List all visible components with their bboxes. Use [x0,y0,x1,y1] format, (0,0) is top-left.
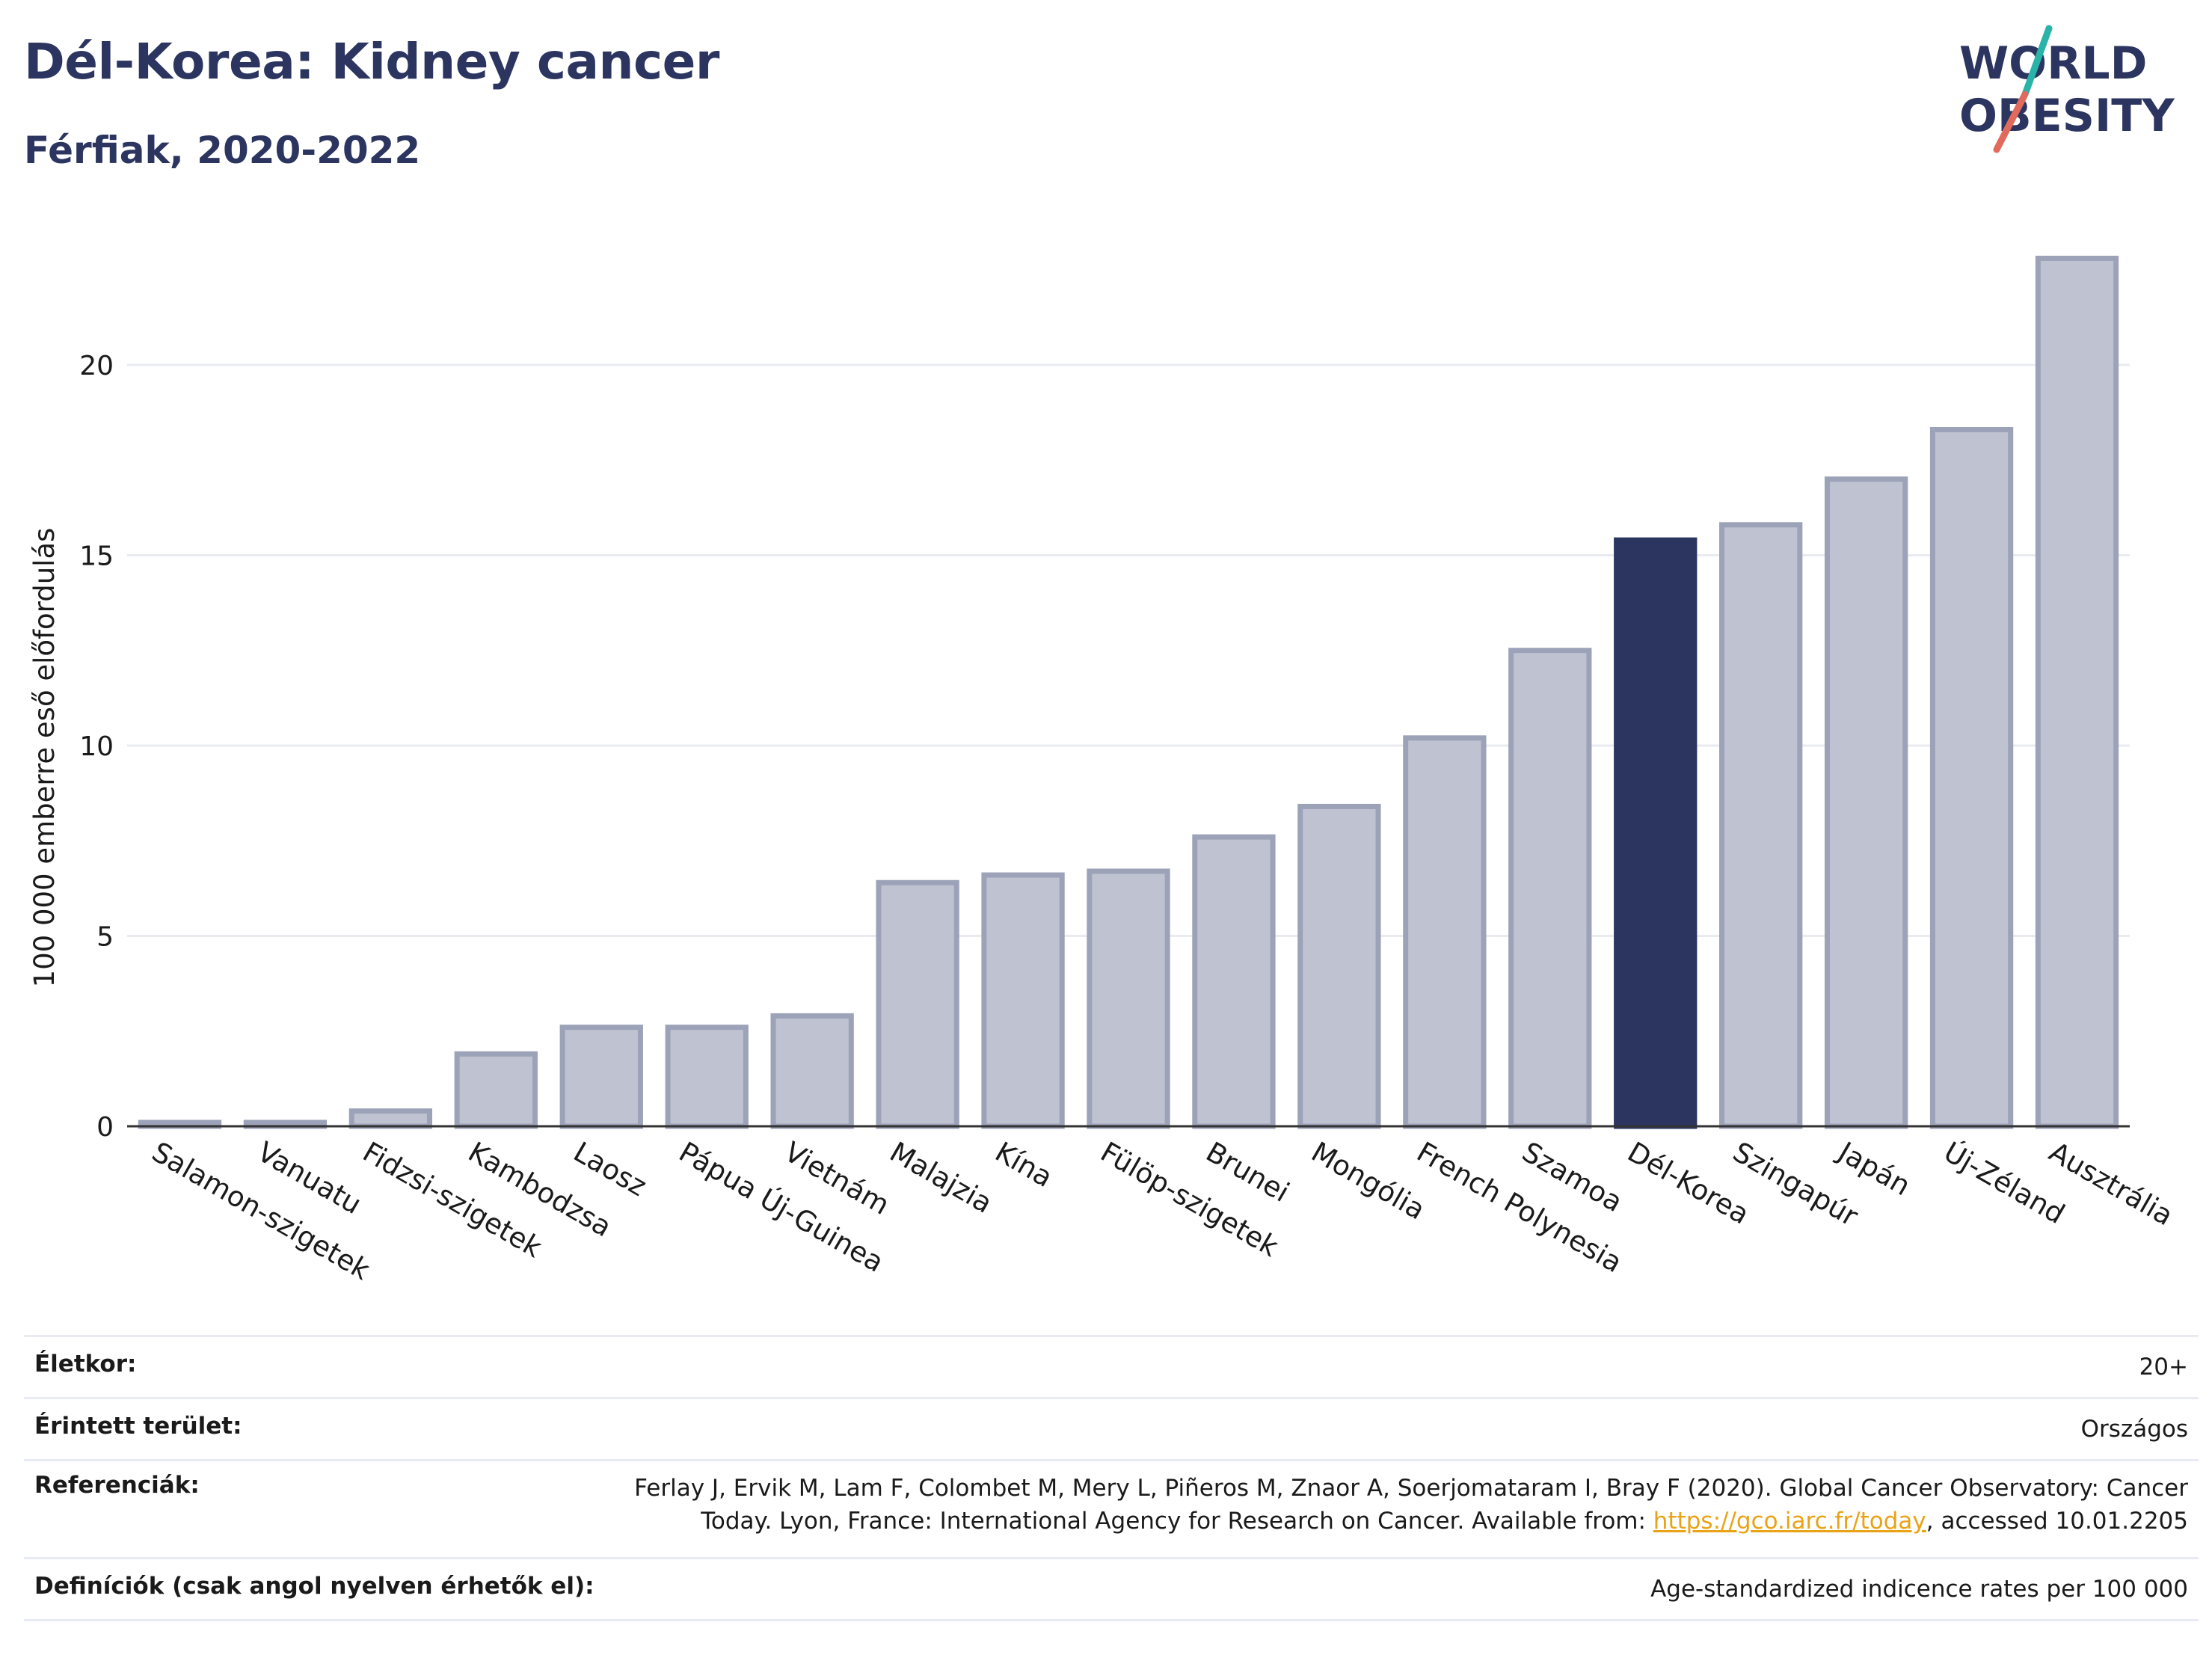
world-obesity-logo: WORLD OBESITY [1959,25,2175,153]
logo-slash-teal [2021,25,2053,98]
logo-word-obesity: OBESITY [1959,90,2175,142]
bar [1297,803,1381,1129]
y-tick-label: 15 [79,541,114,571]
bar [348,1108,433,1129]
bar [2035,255,2119,1129]
bar [559,1025,643,1129]
x-tick-label: Fidzsi-szigetek [357,1136,548,1265]
chart-subtitle: Férfiak, 2020-2022 [24,129,421,172]
x-tick-label: Japán [1831,1135,1916,1203]
x-tick-labels: Salamon-szigetekVanuatuFidzsi-szigetekKa… [147,1135,2178,1287]
bar-highlighted [1614,537,1698,1129]
bar [1508,648,1592,1129]
y-tick-label: 20 [79,351,114,381]
bars [138,255,2119,1129]
x-tick-label: Malajzia [885,1136,998,1220]
info-table: Életkor: 20+ Érintett terület: Országos … [24,1335,2199,1621]
bar [1403,735,1487,1129]
references-value: Ferlay J, Ervik M, Lam F, Colombet M, Me… [634,1472,2188,1538]
bar [454,1051,538,1129]
x-tick-label: Fülöp-szigetek [1096,1136,1285,1264]
age-value: 20+ [2139,1354,2188,1381]
x-tick-label: Új-Zéland [1938,1135,2071,1230]
definitions-value: Age-standardized indicence rates per 100… [1650,1576,2188,1603]
info-row-age: Életkor: 20+ [24,1335,2199,1397]
y-axis-label: 100 000 emberre eső előfordulás [28,528,61,988]
logo-slash-red [1993,90,2029,153]
x-tick-label: Kína [990,1136,1058,1194]
reference-line-2-prefix: Today. Lyon, France: International Agenc… [701,1508,1653,1535]
y-tick-label: 10 [79,731,114,762]
area-label: Érintett terület: [34,1413,242,1440]
bar [876,879,959,1129]
y-tick-labels: 0 5 10 15 20 [79,351,114,1143]
bar [981,872,1065,1129]
y-tick-label: 5 [96,921,114,952]
bar [1929,427,2014,1129]
chart-title: Dél-Korea: Kidney cancer [24,33,719,90]
x-tick-label: Mongólia [1306,1136,1430,1226]
info-row-definitions: Definíciók (csak angol nyelven érhetők e… [24,1557,2199,1621]
bar [1824,476,1908,1129]
reference-line-1: Ferlay J, Ervik M, Lam F, Colombet M, Me… [634,1475,2188,1502]
y-tick-label: 0 [96,1112,114,1143]
bar [1719,522,1803,1129]
x-tick-label: Ausztrália [2044,1136,2178,1232]
definitions-label: Definíciók (csak angol nyelven érhetők e… [34,1573,595,1600]
bar [665,1025,749,1129]
reference-link[interactable]: https://gco.iarc.fr/today [1653,1508,1926,1535]
reference-line-2-suffix: , accessed 10.01.2205 [1926,1508,2188,1535]
bar-chart: 0 5 10 15 20 Salamon-szigetekVanuatuFidzsi-s… [28,255,2178,1287]
info-row-area: Érintett terület: Országos [24,1397,2199,1459]
bar [1087,868,1170,1129]
bar [1192,834,1276,1129]
x-tick-label: Laosz [568,1136,652,1203]
logo-word-world: WORLD [1959,37,2147,90]
area-value: Országos [2080,1416,2188,1443]
references-label: Referenciák: [34,1472,200,1499]
bar [770,1013,854,1129]
age-label: Életkor: [34,1351,137,1378]
info-row-references: Referenciák: Ferlay J, Ervik M, Lam F, C… [24,1459,2199,1557]
